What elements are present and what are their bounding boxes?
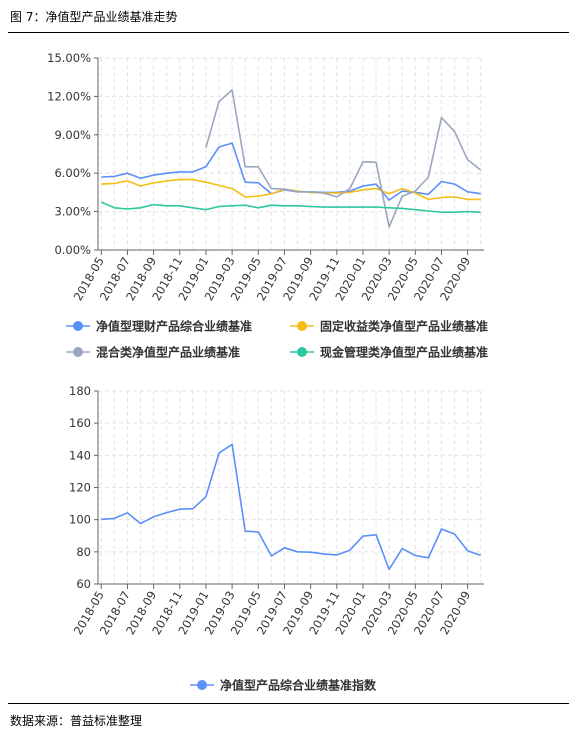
series-line-1-4 (100, 201, 481, 213)
legend-label: 混合类净值型产品业绩基准 (96, 345, 240, 360)
y-tick-label: 120 (69, 481, 91, 495)
legend-item: 现金管理类净值型产品业绩基准 (290, 345, 488, 360)
y-tick-label: 3.00% (54, 205, 91, 219)
y-tick-label: 12.00% (47, 89, 91, 103)
y-tick-label: 6.00% (54, 166, 91, 180)
legend-marker (73, 347, 83, 357)
series-line-1-1 (101, 142, 481, 201)
y-tick-label: 60 (76, 577, 91, 591)
y-tick-label: 180 (69, 384, 91, 398)
title-rule (8, 32, 569, 33)
y-tick-label: 80 (76, 545, 91, 559)
legend-item: 混合类净值型产品业绩基准 (66, 345, 240, 360)
legend-marker (73, 321, 83, 331)
legend-item: 固定收益类净值型产品业绩基准 (290, 319, 488, 334)
y-tick-label: 140 (69, 448, 91, 462)
y-tick-label: 0.00% (54, 243, 91, 257)
legend-item: 净值型理财产品综合业绩基准 (66, 319, 252, 334)
legend-label: 现金管理类净值型产品业绩基准 (320, 345, 488, 360)
legend-marker (297, 347, 307, 357)
figure-title: 图 7：净值型产品业绩基准走势 (10, 10, 178, 24)
legend-label: 净值型理财产品综合业绩基准 (96, 319, 252, 334)
y-tick-label: 100 (69, 513, 91, 527)
data-source: 数据来源：普益标准整理 (10, 714, 143, 728)
legend-marker (197, 680, 207, 690)
legend-label: 固定收益类净值型产品业绩基准 (320, 319, 488, 334)
chart-panel-1: 0.00%3.00%6.00%9.00%12.00%15.00%2018-052… (47, 51, 488, 360)
chart-panel-2: 60801001201401601802018-052018-072018-09… (69, 384, 484, 693)
source-rule (8, 703, 569, 704)
legend-label: 净值型产品综合业绩基准指数 (220, 678, 377, 693)
y-tick-label: 9.00% (54, 128, 91, 142)
y-tick-label: 160 (69, 416, 91, 430)
legend-marker (297, 321, 307, 331)
y-tick-label: 15.00% (47, 51, 91, 65)
series-line-2-1 (101, 443, 481, 571)
legend-item: 净值型产品综合业绩基准指数 (190, 678, 377, 693)
series-line-1-3 (205, 89, 482, 228)
